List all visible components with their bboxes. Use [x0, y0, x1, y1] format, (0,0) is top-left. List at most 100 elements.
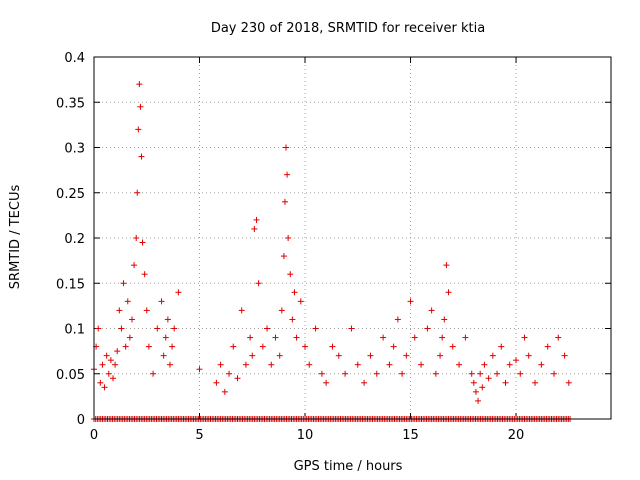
x-tick-label: 15	[402, 428, 419, 443]
data-point	[251, 225, 258, 232]
data-point	[532, 379, 539, 386]
data-point	[551, 370, 558, 377]
y-tick-label: 0.3	[64, 142, 85, 157]
data-point	[95, 325, 102, 332]
data-point	[196, 366, 203, 373]
data-point	[342, 370, 349, 377]
data-point	[128, 316, 135, 323]
x-tick-label: 10	[297, 428, 314, 443]
data-point	[283, 144, 290, 151]
data-point	[280, 253, 287, 260]
data-point	[109, 375, 116, 382]
data-point	[443, 262, 450, 269]
data-point	[238, 307, 245, 314]
data-point	[494, 370, 501, 377]
data-point	[287, 271, 294, 278]
data-point	[390, 343, 397, 350]
data-point	[380, 334, 387, 341]
data-point	[112, 361, 119, 368]
data-point	[472, 388, 479, 395]
data-point	[335, 352, 342, 359]
grid-lines	[94, 57, 611, 419]
data-point	[171, 325, 178, 332]
data-point	[525, 352, 532, 359]
data-point	[373, 370, 380, 377]
data-point	[150, 370, 157, 377]
data-point	[281, 198, 288, 205]
data-point	[470, 379, 477, 386]
x-tick-label: 5	[195, 428, 203, 443]
data-point	[441, 316, 448, 323]
data-point	[137, 103, 144, 110]
data-point	[118, 325, 125, 332]
data-points	[91, 81, 574, 422]
data-point	[103, 352, 110, 359]
data-point	[226, 370, 233, 377]
y-tick-label: 0.05	[56, 368, 85, 383]
data-point	[293, 334, 300, 341]
data-point	[297, 298, 304, 305]
data-point	[120, 280, 127, 287]
data-point	[97, 379, 104, 386]
data-point	[264, 325, 271, 332]
y-tick-label: 0.25	[56, 187, 85, 202]
data-point	[143, 307, 150, 314]
data-point	[230, 343, 237, 350]
data-point	[477, 370, 484, 377]
data-point	[462, 334, 469, 341]
x-tick-label: 20	[508, 428, 525, 443]
data-point	[329, 343, 336, 350]
data-point	[407, 298, 414, 305]
data-point	[259, 343, 266, 350]
data-point	[135, 126, 142, 133]
data-point	[306, 361, 313, 368]
data-point	[160, 352, 167, 359]
data-point	[475, 397, 482, 404]
data-point	[424, 325, 431, 332]
data-point	[138, 153, 145, 160]
data-point	[513, 357, 520, 364]
data-point	[145, 343, 152, 350]
y-tick-label: 0.15	[56, 277, 85, 292]
data-point	[517, 370, 524, 377]
chart-title: Day 230 of 2018, SRMTID for receiver kti…	[211, 21, 485, 36]
data-point	[386, 361, 393, 368]
y-tick-label: 0.4	[64, 51, 85, 66]
data-point	[253, 216, 260, 223]
data-point	[139, 239, 146, 246]
data-point	[213, 379, 220, 386]
data-point	[403, 352, 410, 359]
data-point	[485, 375, 492, 382]
y-tick-label: 0.1	[64, 323, 85, 338]
data-point	[99, 361, 106, 368]
data-point	[489, 352, 496, 359]
data-point	[255, 280, 262, 287]
data-point	[428, 307, 435, 314]
data-point	[394, 316, 401, 323]
data-point	[131, 262, 138, 269]
y-tick-label: 0.35	[56, 96, 85, 111]
data-point	[116, 307, 123, 314]
data-point	[164, 316, 171, 323]
data-point	[122, 343, 129, 350]
data-point	[285, 235, 292, 241]
data-point	[162, 334, 169, 341]
y-tick-label: 0	[77, 413, 85, 428]
data-point	[154, 325, 161, 332]
data-point	[354, 361, 361, 368]
data-point	[136, 81, 143, 88]
data-point	[555, 334, 562, 341]
x-tick-label: 0	[90, 428, 98, 443]
data-point	[247, 334, 254, 341]
data-point	[481, 361, 488, 368]
data-point	[544, 343, 551, 350]
data-point	[217, 361, 224, 368]
data-point	[521, 334, 528, 341]
data-point	[456, 361, 463, 368]
data-point	[479, 384, 486, 391]
data-point	[468, 370, 475, 377]
data-point	[498, 343, 505, 350]
data-point	[107, 357, 114, 364]
y-tick-label: 0.2	[64, 232, 85, 247]
